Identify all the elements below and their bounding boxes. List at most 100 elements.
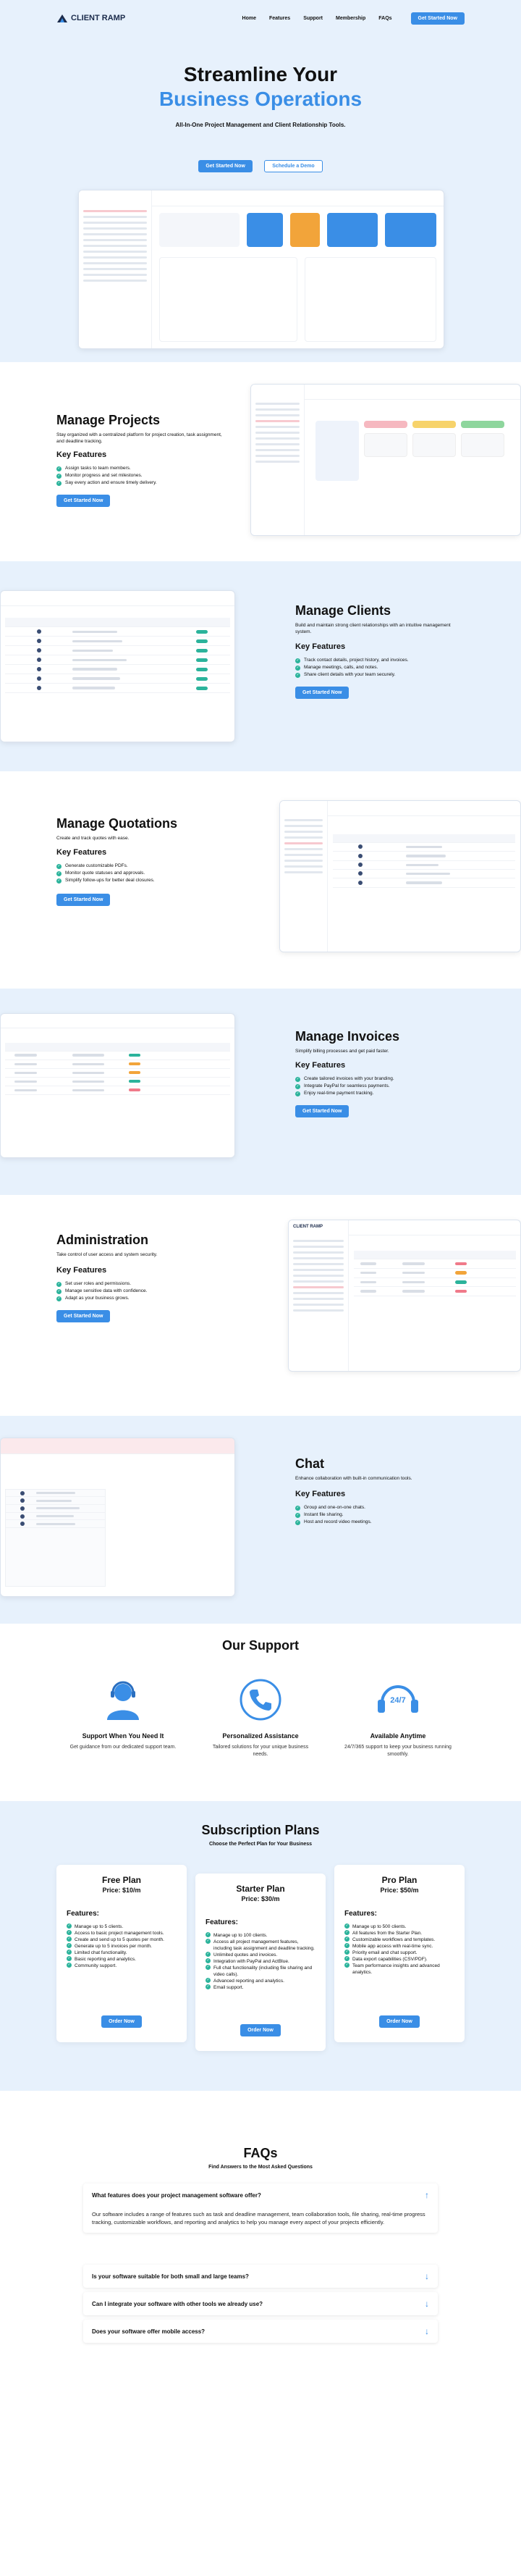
nav-link-home[interactable]: Home <box>242 15 256 21</box>
faq-title: FAQs <box>243 2146 278 2160</box>
check-icon: ✓ <box>56 870 62 876</box>
check-icon: ✓ <box>206 1939 211 1944</box>
nav-link-membership[interactable]: Membership <box>336 15 366 21</box>
brand-logo[interactable]: CLIENT RAMP <box>56 13 125 23</box>
feature-title: Chat <box>295 1456 324 1471</box>
support-badge: 24/7 <box>390 1696 406 1705</box>
check-icon: ✓ <box>344 1923 350 1929</box>
invoices-table-screenshot <box>0 1013 235 1158</box>
hero-ctas: Get Started Now Schedule a Demo <box>0 158 521 172</box>
feature-description: Enhance collaboration with built-in comm… <box>295 1476 412 1481</box>
faq-item-open[interactable]: What features does your project manageme… <box>83 2183 438 2233</box>
check-icon: ✓ <box>295 658 300 663</box>
list-item: ✓ Integrate PayPal for seamless payments. <box>295 1083 390 1089</box>
check-icon: ✓ <box>295 1519 300 1525</box>
mock-sidebar <box>79 190 152 348</box>
arrow-down-icon[interactable]: ↓ <box>425 2271 429 2281</box>
list-item: ✓ Adapt as your business grows. <box>56 1296 130 1301</box>
arrow-down-icon[interactable]: ↓ <box>425 2326 429 2336</box>
check-icon: ✓ <box>67 1950 72 1955</box>
feature-list: ✓ Set user roles and permissions. ✓ Manage… <box>56 1280 147 1302</box>
plan-card-pro: Pro Plan Price: $50/m Features: ✓ Manage … <box>334 1865 465 2042</box>
check-icon: ✓ <box>67 1943 72 1948</box>
feature-description: Build and maintain strong client relatio… <box>295 623 451 634</box>
chat-screenshot <box>0 1438 235 1597</box>
arrow-up-icon[interactable]: ↑ <box>425 2190 429 2200</box>
plans-subtitle: Choose the Perfect Plan for Your Busines… <box>208 1842 313 1847</box>
check-icon: ✓ <box>344 1956 350 1961</box>
check-icon: ✓ <box>344 1950 350 1955</box>
nav-links: Home Features Support Membership FAQs <box>242 16 392 21</box>
plan-feature-list: ✓ Manage up to 100 clients. ✓ Access all p… <box>206 1932 315 1990</box>
phone-call-icon <box>206 1674 315 1725</box>
feature-manage-quotations: Manage Quotations Create and track quote… <box>0 771 521 989</box>
faq-question: Can I integrate your software with other… <box>92 2300 263 2307</box>
nav-link-faqs[interactable]: FAQs <box>378 15 392 21</box>
feature-title: Manage Clients <box>295 603 391 618</box>
list-item: ✓ Instant file sharing. <box>295 1512 344 1518</box>
nav-get-started-button[interactable]: Get Started Now <box>410 12 465 25</box>
faq-item[interactable]: Does your software offer mobile access? ↓ <box>83 2320 438 2343</box>
hero-title-line1: Streamline Your <box>183 63 338 85</box>
get-started-button[interactable]: Get Started Now <box>295 687 350 699</box>
faq-item[interactable]: Is your software suitable for both small… <box>83 2265 438 2288</box>
feature-manage-clients: Manage Clients Build and maintain strong… <box>0 561 521 771</box>
nav-link-features[interactable]: Features <box>269 15 291 21</box>
list-item: ✓ Say every action and ensure timely deli… <box>56 480 157 486</box>
feature-list: ✓ Group and one-on-one chats. ✓ Instant fi… <box>295 1504 372 1526</box>
hero-get-started-button[interactable]: Get Started Now <box>198 160 253 172</box>
feature-title: Administration <box>56 1233 149 1247</box>
get-started-button[interactable]: Get Started Now <box>295 1105 350 1117</box>
feature-manage-invoices: Manage Invoices Simplify billing process… <box>0 989 521 1195</box>
check-icon: ✓ <box>344 1930 350 1935</box>
support-title: Our Support <box>222 1638 299 1653</box>
order-now-button[interactable]: Order Now <box>101 2015 142 2028</box>
check-icon: ✓ <box>344 1937 350 1942</box>
list-item: ✓ Host and record video meetings. <box>295 1519 372 1525</box>
list-item: ✓ Track contact details, project history,… <box>295 658 409 663</box>
faq-item[interactable]: Can I integrate your software with other… <box>83 2292 438 2315</box>
mock-logo: CLIENT RAMP <box>293 1225 323 1229</box>
list-item: ✓ Monitor quote statuses and approvals. <box>56 870 145 876</box>
get-started-button[interactable]: Get Started Now <box>56 894 111 906</box>
order-now-button[interactable]: Order Now <box>240 2024 281 2036</box>
list-item: ✓ Set user roles and permissions. <box>56 1281 132 1287</box>
order-now-button[interactable]: Order Now <box>379 2015 420 2028</box>
list-item: ✓ Assign tasks to team members. <box>56 466 131 471</box>
feature-administration: Administration Take control of user acce… <box>0 1195 521 1416</box>
support-item: Personalized Assistance Tailored solutio… <box>206 1674 315 1758</box>
check-icon: ✓ <box>206 1958 211 1963</box>
check-icon: ✓ <box>206 1978 211 1983</box>
get-started-button[interactable]: Get Started Now <box>56 495 111 507</box>
support-section: Our Support Support When You Need It Get… <box>0 1624 521 1801</box>
check-icon: ✓ <box>56 878 62 884</box>
plan-card-free: Free Plan Price: $10/m Features: ✓ Manage… <box>56 1865 187 2042</box>
list-item: ✓ Generate customizable PDFs. <box>56 863 128 869</box>
support-item: Support When You Need It Get guidance fr… <box>69 1674 177 1751</box>
list-item: ✓ Manage sensitive data with confidence. <box>56 1288 148 1294</box>
get-started-button[interactable]: Get Started Now <box>56 1310 111 1322</box>
feature-description: Take control of user access and system s… <box>56 1252 158 1257</box>
faq-answer: Our software includes a range of feature… <box>92 2211 425 2225</box>
check-icon: ✓ <box>295 1083 300 1089</box>
check-icon: ✓ <box>56 1288 62 1294</box>
arrow-down-icon[interactable]: ↓ <box>425 2299 429 2309</box>
faq-question: Is your software suitable for both small… <box>92 2273 249 2280</box>
person-headset-icon <box>69 1674 177 1725</box>
hero-title: Streamline Your Business Operations <box>0 62 521 112</box>
feature-title: Manage Quotations <box>56 816 178 831</box>
top-nav: CLIENT RAMP Home Features Support Member… <box>56 10 465 26</box>
list-item: ✓ Monitor progress and set milestones. <box>56 473 143 479</box>
check-icon: ✓ <box>295 665 300 671</box>
check-icon: ✓ <box>206 1932 211 1937</box>
nav-link-support[interactable]: Support <box>303 15 323 21</box>
key-features-heading: Key Features <box>56 1266 107 1275</box>
list-item: ✓ Simplify follow-ups for better deal clo… <box>56 878 155 884</box>
list-item: ✓ Group and one-on-one chats. <box>295 1505 365 1511</box>
schedule-demo-button[interactable]: Schedule a Demo <box>264 160 323 172</box>
key-features-heading: Key Features <box>56 848 107 857</box>
subscription-plans-section: Subscription Plans Choose the Perfect Pl… <box>0 1801 521 2091</box>
feature-title: Manage Projects <box>56 413 161 427</box>
list-item: ✓ Enjoy real-time payment tracking. <box>295 1091 374 1096</box>
check-icon: ✓ <box>56 863 62 869</box>
